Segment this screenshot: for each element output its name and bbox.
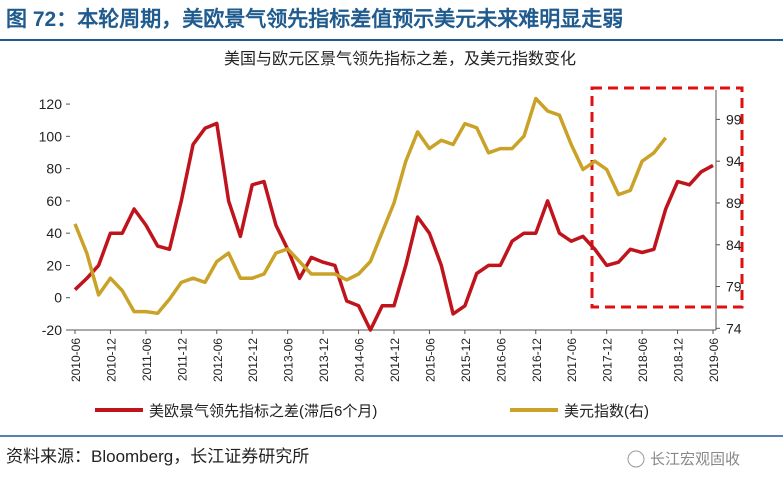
x-tick-label: 2010-12 xyxy=(104,338,118,382)
y-tick-label: 40 xyxy=(46,225,62,241)
legend-label: 美欧景气领先指标之差(滞后6个月) xyxy=(149,403,377,420)
x-tick-label: 2013-12 xyxy=(317,338,331,382)
y-tick-label: 100 xyxy=(39,128,63,144)
chart-title: 美国与欧元区景气领先指标之差，及美元指数变化 xyxy=(224,50,576,68)
x-tick-label: 2016-12 xyxy=(530,338,544,382)
y-tick-label: -20 xyxy=(42,322,62,338)
y-tick-label: 0 xyxy=(54,290,62,306)
y-tick-label: 120 xyxy=(39,96,63,112)
x-tick-label: 2018-12 xyxy=(672,338,686,382)
y-tick-label: 60 xyxy=(46,193,62,209)
legend-label: 美元指数(右) xyxy=(564,403,649,420)
header-title: 图 72：本轮周期，美欧景气领先指标差值预示美元未来难明显走弱 xyxy=(6,7,623,31)
y2-tick-label: 79 xyxy=(726,279,742,295)
x-tick-label: 2011-06 xyxy=(140,338,154,381)
x-tick-label: 2016-06 xyxy=(494,338,508,382)
y2-tick-label: 84 xyxy=(726,237,742,253)
watermark: 长江宏观固收 xyxy=(650,451,740,468)
x-tick-label: 2015-06 xyxy=(423,338,437,382)
x-tick-label: 2012-12 xyxy=(246,338,260,382)
x-tick-label: 2012-06 xyxy=(211,338,225,382)
x-tick-label: 2013-06 xyxy=(282,338,296,382)
series-line xyxy=(73,96,668,316)
y2-tick-label: 94 xyxy=(726,153,742,169)
watermark-icon xyxy=(627,450,645,468)
x-tick-label: 2017-06 xyxy=(565,338,579,382)
source: 资料来源：Bloomberg，长江证券研究所 xyxy=(6,447,309,466)
x-tick-label: 2019-06 xyxy=(707,338,721,382)
x-tick-label: 2015-12 xyxy=(459,338,473,382)
y-tick-label: 80 xyxy=(46,161,62,177)
series-line xyxy=(73,121,714,332)
x-tick-label: 2018-06 xyxy=(636,338,650,382)
y-tick-label: 20 xyxy=(46,257,62,273)
y2-tick-label: 89 xyxy=(726,195,742,211)
x-tick-label: 2014-06 xyxy=(353,338,367,382)
highlight-box xyxy=(590,86,744,309)
x-tick-label: 2010-06 xyxy=(69,338,83,382)
y2-tick-label: 99 xyxy=(726,111,742,127)
x-tick-label: 2017-12 xyxy=(601,338,615,382)
y2-tick-label: 74 xyxy=(726,320,742,336)
x-tick-label: 2014-12 xyxy=(388,338,402,382)
x-tick-label: 2011-12 xyxy=(175,338,189,381)
